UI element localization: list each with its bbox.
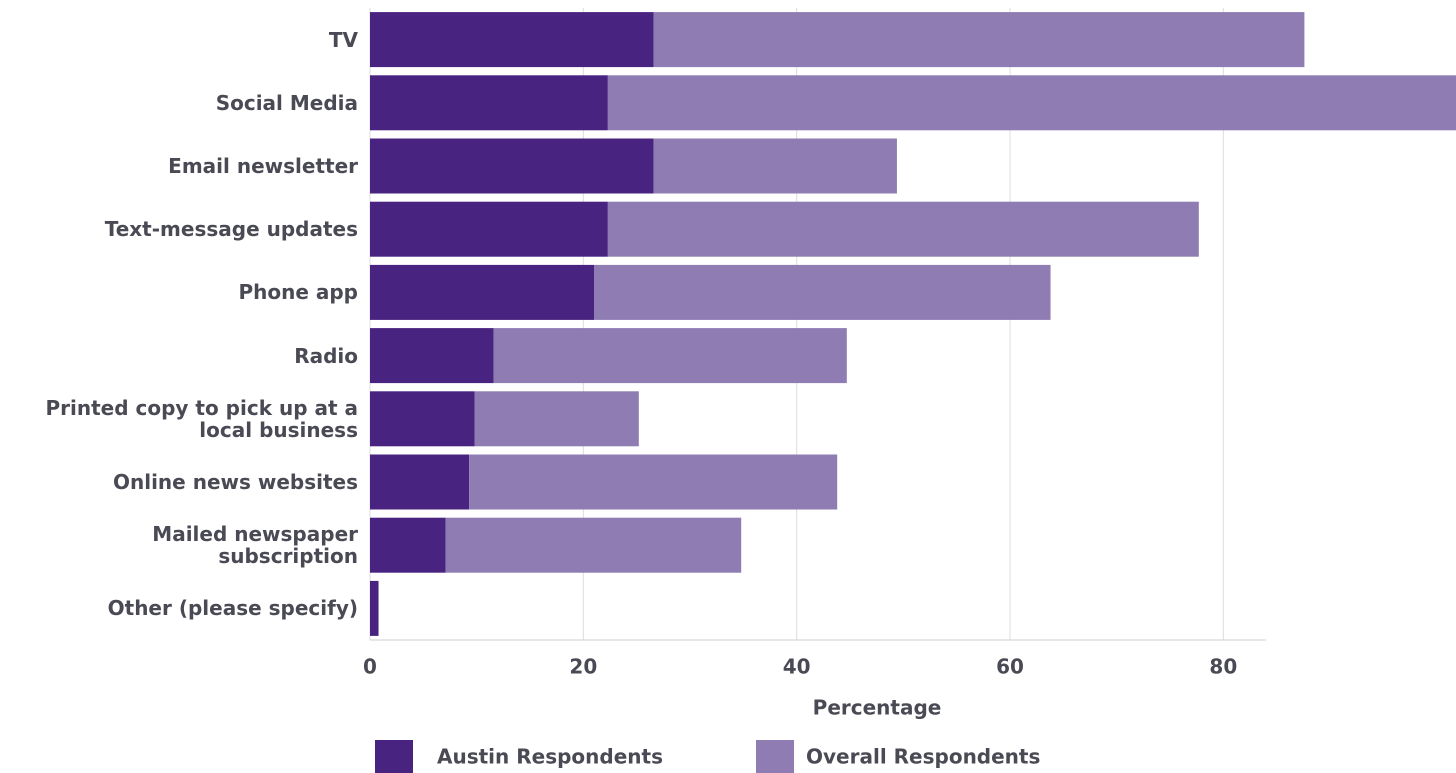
y-tick-label: Phone app: [238, 280, 358, 305]
bar-segment: [370, 454, 470, 510]
bar-segment: [594, 264, 1051, 320]
legend-label: Austin Respondents: [437, 745, 663, 769]
x-tick-label: 0: [363, 655, 377, 679]
y-tick-label: Other (please specify): [107, 596, 358, 621]
bar-segment: [653, 138, 897, 194]
bar-segment: [607, 75, 1456, 131]
x-axis-title: Percentage: [813, 696, 942, 720]
bar-segment: [607, 201, 1199, 257]
legend-swatch: [756, 740, 794, 773]
y-tick-label: Radio: [294, 343, 358, 368]
y-tick-label: Email newsletter: [168, 153, 358, 178]
legend-label: Overall Respondents: [806, 745, 1040, 769]
bar-segment: [445, 517, 742, 573]
bar-segment: [370, 264, 594, 320]
x-tick-label: 20: [569, 655, 597, 679]
y-tick-label: Social Media: [215, 90, 358, 115]
y-tick-label: Printed copy to pick up at a local busin…: [45, 395, 358, 442]
x-tick-label: 60: [996, 655, 1024, 679]
bar-segment: [370, 580, 379, 636]
bar-segment: [370, 75, 608, 131]
legend-swatch: [375, 740, 413, 773]
y-tick-label: Text-message updates: [104, 217, 358, 242]
bar-segment: [370, 138, 654, 194]
y-tick-label: Mailed newspaper subscription: [152, 522, 358, 569]
bar-segment: [474, 391, 639, 447]
bar-segment: [370, 391, 475, 447]
x-tick-label: 80: [1209, 655, 1237, 679]
bar-segment: [653, 12, 1305, 68]
y-tick-label: TV: [328, 27, 358, 52]
bar-segment: [493, 328, 847, 384]
bar-segment: [469, 454, 838, 510]
y-tick-label: Online news websites: [112, 469, 358, 494]
bar-segment: [370, 328, 494, 384]
bar-segment: [370, 517, 446, 573]
bar-segment: [370, 201, 608, 257]
bar-segment: [370, 12, 654, 68]
x-tick-label: 40: [783, 655, 811, 679]
